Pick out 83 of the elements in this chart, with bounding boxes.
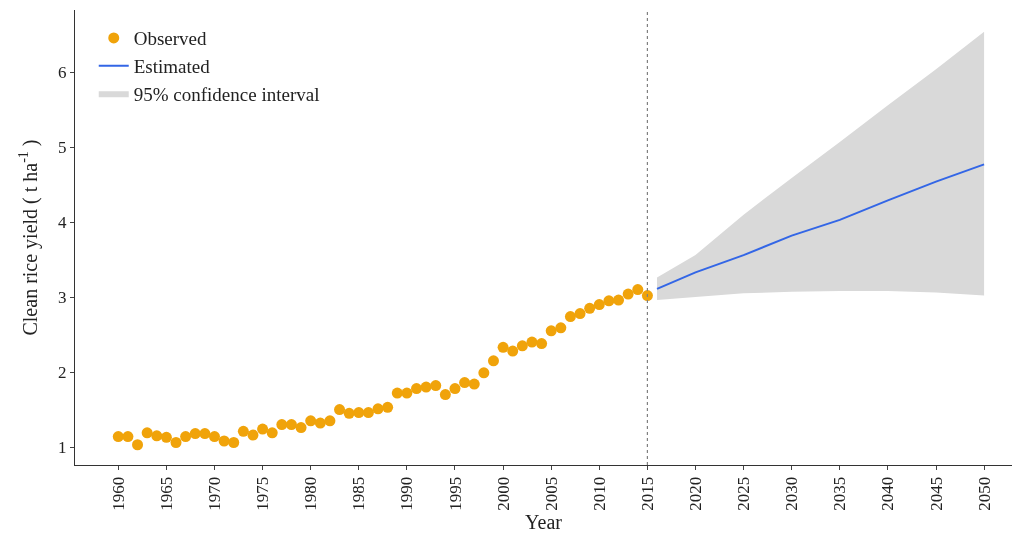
x-tick-label: 2025 [734,476,754,511]
point [593,299,605,311]
x-tick-label: 2030 [782,476,802,511]
point [257,423,269,435]
y-tick-label: 1 [58,437,67,457]
point [487,355,499,367]
point [199,428,211,440]
legend-label: Estimated [133,56,211,78]
point [247,429,259,441]
point [574,308,586,320]
point [507,345,519,357]
x-tick-label: 2015 [637,476,657,511]
point [160,431,172,443]
point [536,338,548,350]
point [372,403,384,415]
legend-label: Observed [133,28,208,50]
point [314,417,326,429]
point [353,407,365,419]
point [285,419,297,431]
x-tick-label: 2035 [830,476,850,511]
y-tick-label: 6 [58,63,67,83]
point [603,295,615,307]
x-tick-label: 1980 [301,476,321,511]
point [622,288,634,300]
point [545,325,557,337]
legend-label: 95% confidence interval [133,83,320,105]
x-tick-label: 1960 [108,476,128,511]
point [151,430,163,442]
point [555,322,567,334]
point [391,387,403,399]
point [632,284,644,296]
point [343,407,355,419]
point [382,401,394,413]
point [411,383,423,395]
x-tick-label: 2020 [686,476,706,511]
point [266,427,278,439]
point [170,437,182,449]
x-tick-label: 2040 [878,476,898,511]
point [430,380,442,392]
point [478,367,490,379]
point [208,431,220,443]
point [228,437,240,449]
point [180,431,192,443]
point [324,415,336,427]
y-tick-label: 3 [58,288,67,308]
point [112,431,124,443]
x-axis-title: Year [525,510,563,533]
point [641,290,653,302]
point [564,311,576,323]
point [497,341,509,353]
point [295,422,307,434]
x-tick-label: 2000 [493,476,513,511]
point [401,387,413,399]
point [334,404,346,416]
x-tick-label: 1995 [445,476,465,511]
x-tick-label: 2010 [589,476,609,511]
y-tick-label: 2 [58,363,67,382]
x-tick-label: 2050 [974,476,994,511]
point [613,294,625,306]
point [122,431,134,443]
x-tick-label: 1985 [349,476,369,511]
point [276,419,288,431]
line-series [656,163,986,290]
x-tick-label: 1965 [156,476,176,511]
point [584,302,596,314]
y-tick-label: 5 [58,138,67,158]
point [459,377,471,389]
point [305,415,317,427]
point [132,439,144,451]
point [237,425,249,437]
x-tick-label: 1990 [397,476,417,511]
x-tick-label: 2045 [926,476,946,511]
point [449,383,461,395]
point [141,427,153,439]
y-tick-label: 4 [58,213,68,233]
point [189,428,201,440]
point [439,389,451,401]
point [516,340,528,352]
x-tick-label: 1975 [253,476,273,511]
point [468,378,480,390]
x-tick-label: 1970 [205,476,225,511]
point [362,407,374,419]
x-tick-label: 2005 [541,476,561,511]
